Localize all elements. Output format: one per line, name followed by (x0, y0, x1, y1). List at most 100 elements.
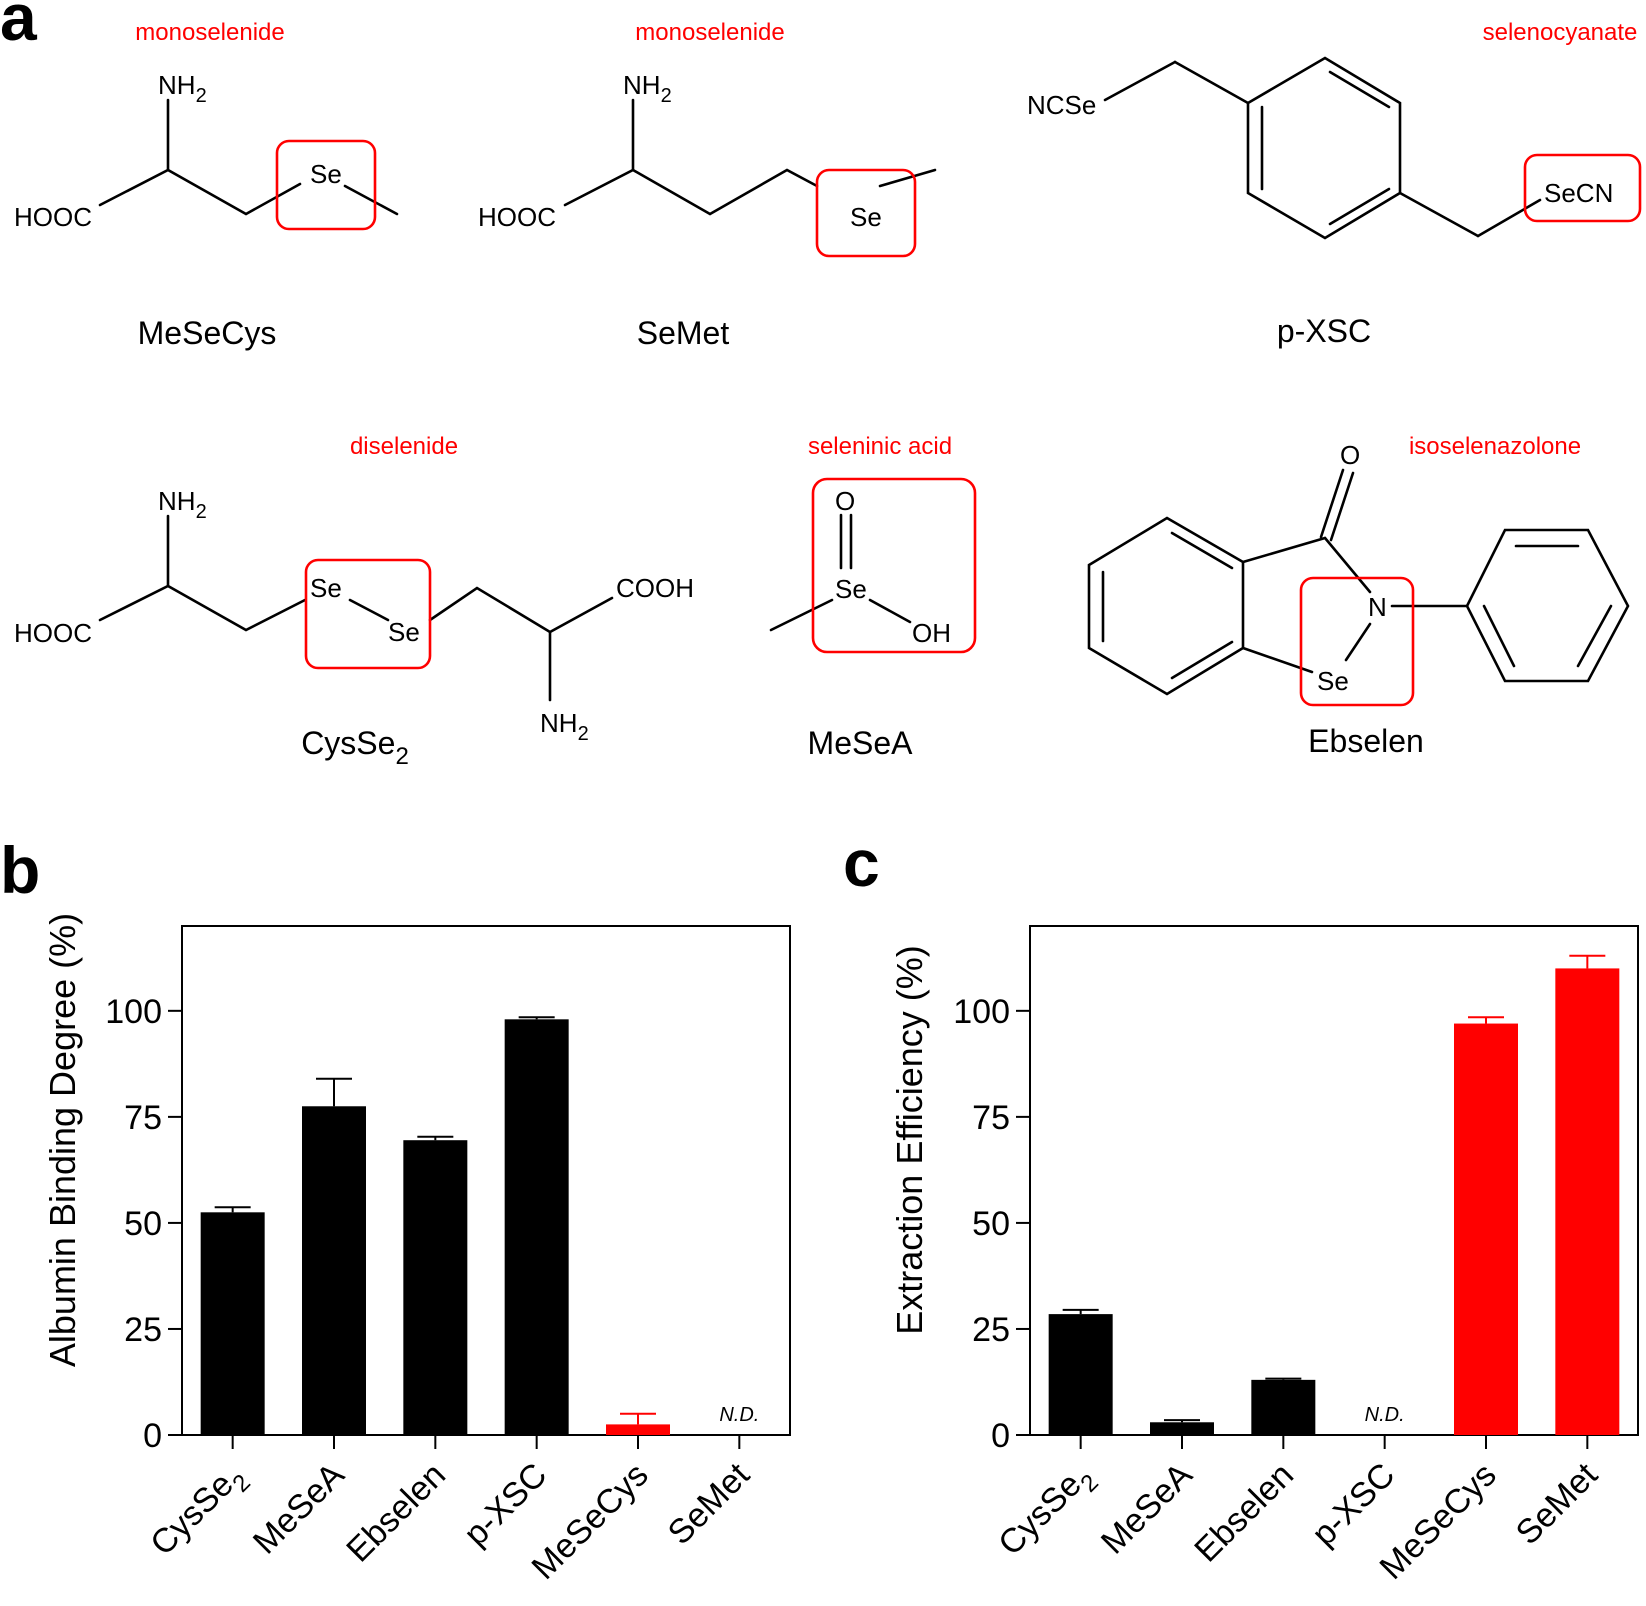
atom-ncse: NCSe (1027, 90, 1096, 120)
bar (1048, 1314, 1113, 1435)
atom-oh: OH (912, 618, 951, 648)
bond-c-o-double (1319, 468, 1345, 539)
x-category-label: p-XSC (457, 1456, 555, 1554)
highlight-box-se (275, 139, 377, 231)
atom-se: Se (310, 159, 342, 189)
ring-inner-bond (1170, 640, 1234, 680)
bond-ch2-secn (1476, 198, 1542, 238)
not-detected-label: N.D. (1365, 1404, 1405, 1426)
ring-inner-bond (1170, 531, 1234, 570)
highlight-box-isoselenazolone (1299, 576, 1415, 707)
atom-n: N (1368, 592, 1387, 622)
highlight-box-se (815, 168, 917, 258)
highlight-box-diselenide (304, 558, 432, 670)
class-label-ebselen: isoselenazolone (1409, 433, 1581, 460)
compound-name-semet: SeMet (637, 315, 730, 351)
bond-c-n (1323, 536, 1372, 594)
plot-frame (1029, 925, 1639, 1436)
x-category-label: CysSe2 (143, 1456, 256, 1569)
x-category-label: SeMet (1509, 1455, 1606, 1552)
panel-letter-c: c (843, 826, 880, 900)
atom-se: Se (850, 202, 882, 232)
y-tick-label: 0 (991, 1417, 1010, 1455)
class-label-cysse2: diselenide (350, 433, 458, 460)
y-tick-label: 0 (143, 1417, 162, 1455)
y-tick-label: 75 (972, 1099, 1010, 1137)
bar (1150, 1422, 1214, 1435)
bond-c-o-double (1329, 471, 1355, 542)
panel-letter-b: b (0, 833, 40, 907)
not-detected-label: N.D. (719, 1404, 759, 1426)
class-label-p-xsc: selenocyanate (1483, 19, 1638, 46)
benzene-ring (1246, 56, 1402, 240)
y-axis-title: Extraction Efficiency (%) (889, 945, 930, 1334)
bond-ch2-ring (1173, 60, 1250, 105)
compound-name-mesecys: MeSeCys (138, 315, 277, 351)
y-tick-label: 100 (953, 993, 1010, 1031)
atom-hooc: HOOC (14, 618, 92, 648)
plot-frame (181, 925, 791, 1436)
bar (1251, 1379, 1316, 1435)
y-tick-label: 75 (124, 1099, 162, 1137)
class-label-mesecys: monoselenide (135, 19, 284, 46)
bar (302, 1106, 366, 1435)
x-category-label: CysSe2 (991, 1456, 1104, 1569)
y-tick-label: 25 (972, 1311, 1010, 1349)
bar (1555, 968, 1620, 1435)
bond-n-se (1344, 622, 1372, 662)
panel-a: a monoselenide NH2 HOOC Se MeSeCys monos… (0, 0, 1642, 770)
atom-hooc: HOOC (478, 202, 556, 232)
bond-me-se (769, 598, 834, 632)
atom-nh2: NH2 (158, 70, 207, 107)
panel-b: b Albumin Binding Degree (%) 0 25 50 75 100 C… (0, 833, 791, 1587)
compound-name-cysse2: CysSe2 (301, 725, 409, 770)
phenyl-ring (1465, 528, 1630, 683)
y-tick-label: 25 (124, 1311, 162, 1349)
atom-hooc: HOOC (14, 202, 92, 232)
bond-se-se (348, 598, 390, 622)
compound-name-mesea: MeSeA (808, 725, 914, 761)
structure-mesea: seleninic acid O Se OH MeSeA (769, 433, 977, 761)
bond-se-oh (868, 598, 912, 624)
bond-se-me (878, 168, 937, 188)
x-category-label: Ebselen (339, 1456, 453, 1570)
bar (403, 1140, 468, 1435)
panel-c: c Extraction Efficiency (%) 0 25 50 75 100 Cy… (843, 826, 1639, 1587)
bond-backbone (563, 168, 819, 216)
x-category-label: SeMet (661, 1455, 758, 1552)
atom-nh2: NH2 (158, 486, 207, 523)
atom-nh2: NH2 (540, 708, 589, 745)
atom-secn: SeCN (1544, 178, 1613, 208)
atom-se: Se (835, 574, 867, 604)
atom-nh2: NH2 (623, 70, 672, 107)
compound-name-p-xsc: p-XSC (1277, 313, 1371, 349)
compound-name-ebselen: Ebselen (1308, 723, 1424, 759)
structure-mesecys: monoselenide NH2 HOOC Se MeSeCys (14, 19, 399, 351)
x-category-label: MeSeA (1094, 1456, 1200, 1562)
atom-se: Se (1317, 666, 1349, 696)
y-tick-label: 100 (105, 993, 162, 1031)
atom-se: Se (388, 617, 420, 647)
y-axis-title: Albumin Binding Degree (%) (42, 913, 83, 1367)
bar (200, 1212, 265, 1435)
bond-ncse-ch2 (1103, 60, 1177, 102)
class-label-mesea: seleninic acid (808, 433, 952, 460)
ring-inner-bond (1576, 604, 1613, 668)
bar (606, 1424, 670, 1435)
x-category-label: MeSeA (246, 1456, 352, 1562)
bond-backbone-right (428, 586, 614, 634)
bar (504, 1019, 569, 1435)
bond-c-carbonyl (1241, 536, 1327, 564)
ring-inner-bond (1328, 70, 1391, 109)
atom-se: Se (310, 573, 342, 603)
ring-inner-bond (1482, 604, 1516, 668)
atom-cooh: COOH (616, 573, 694, 603)
benzo-ring (1087, 516, 1245, 696)
structure-semet: monoselenide NH2 HOOC Se SeMet (478, 19, 937, 351)
highlight-box-secn (1523, 153, 1642, 223)
bond-se-me (343, 184, 399, 216)
y-tick-label: 50 (972, 1205, 1010, 1243)
